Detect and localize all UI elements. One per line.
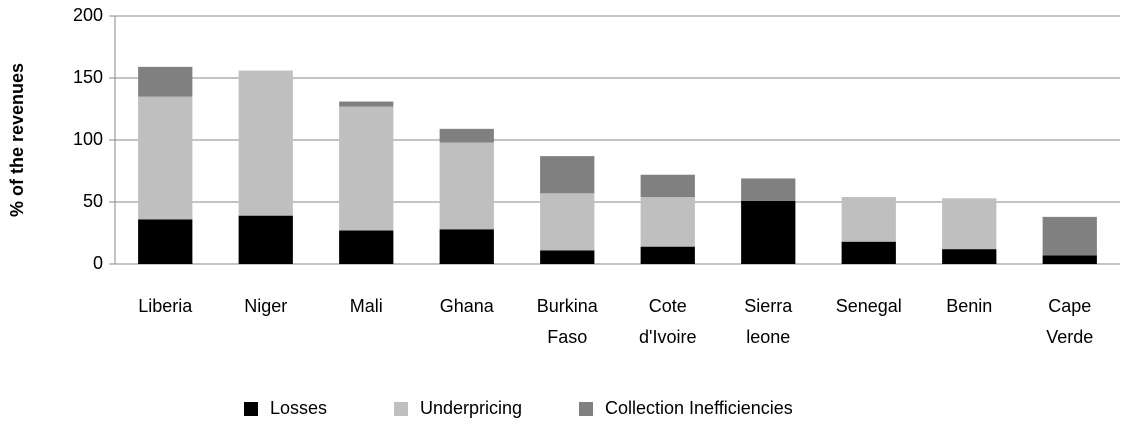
bar-segment [339, 101, 394, 107]
bar-segment [1042, 255, 1097, 264]
y-axis-label: % of the revenues [7, 63, 27, 217]
legend-swatch [244, 402, 258, 416]
bar-segment [741, 178, 796, 201]
bar-segment [238, 70, 293, 216]
bar-segment [1042, 216, 1097, 256]
y-tick-label: 100 [73, 129, 103, 149]
bar-segment [942, 249, 997, 264]
x-tick-label: Mali [350, 296, 383, 316]
bar-segment [540, 193, 595, 251]
bar-segment [238, 215, 293, 264]
x-tick-label: Liberia [138, 296, 193, 316]
legend-label: Losses [270, 398, 327, 418]
bar-segment [439, 229, 494, 264]
legend-label: Collection Inefficiencies [605, 398, 793, 418]
bar-segment [339, 106, 394, 231]
x-tick-label: Cote d'Ivoire [639, 296, 696, 347]
bar-segment [741, 200, 796, 264]
x-tick-label: Senegal [836, 296, 902, 316]
legend-swatch [394, 402, 408, 416]
bar-segment [841, 241, 896, 264]
x-tick-label: Niger [244, 296, 287, 316]
y-tick-label: 150 [73, 67, 103, 87]
legend-label: Underpricing [420, 398, 522, 418]
bar-segment [138, 219, 193, 264]
bar-segment [339, 230, 394, 264]
bar-segment [640, 246, 695, 264]
x-tick-label: Benin [946, 296, 992, 316]
bar-segment [439, 128, 494, 143]
bar-segment [640, 197, 695, 247]
bar-segment [138, 66, 193, 97]
bar-segment [540, 250, 595, 264]
y-tick-label: 50 [83, 191, 103, 211]
bar-segment [942, 198, 997, 250]
bar-segment [439, 142, 494, 230]
bar-segment [841, 197, 896, 242]
x-tick-label: Burkina Faso [537, 296, 599, 347]
x-tick-label: Cape Verde [1046, 296, 1093, 347]
x-tick-label: Ghana [440, 296, 495, 316]
y-tick-label: 0 [93, 253, 103, 273]
bar-segment [138, 96, 193, 220]
legend-swatch [579, 402, 593, 416]
y-tick-label: 200 [73, 5, 103, 25]
x-tick-label: Sierra leone [744, 296, 793, 347]
bar-segment [540, 156, 595, 194]
bar-segment [640, 174, 695, 198]
